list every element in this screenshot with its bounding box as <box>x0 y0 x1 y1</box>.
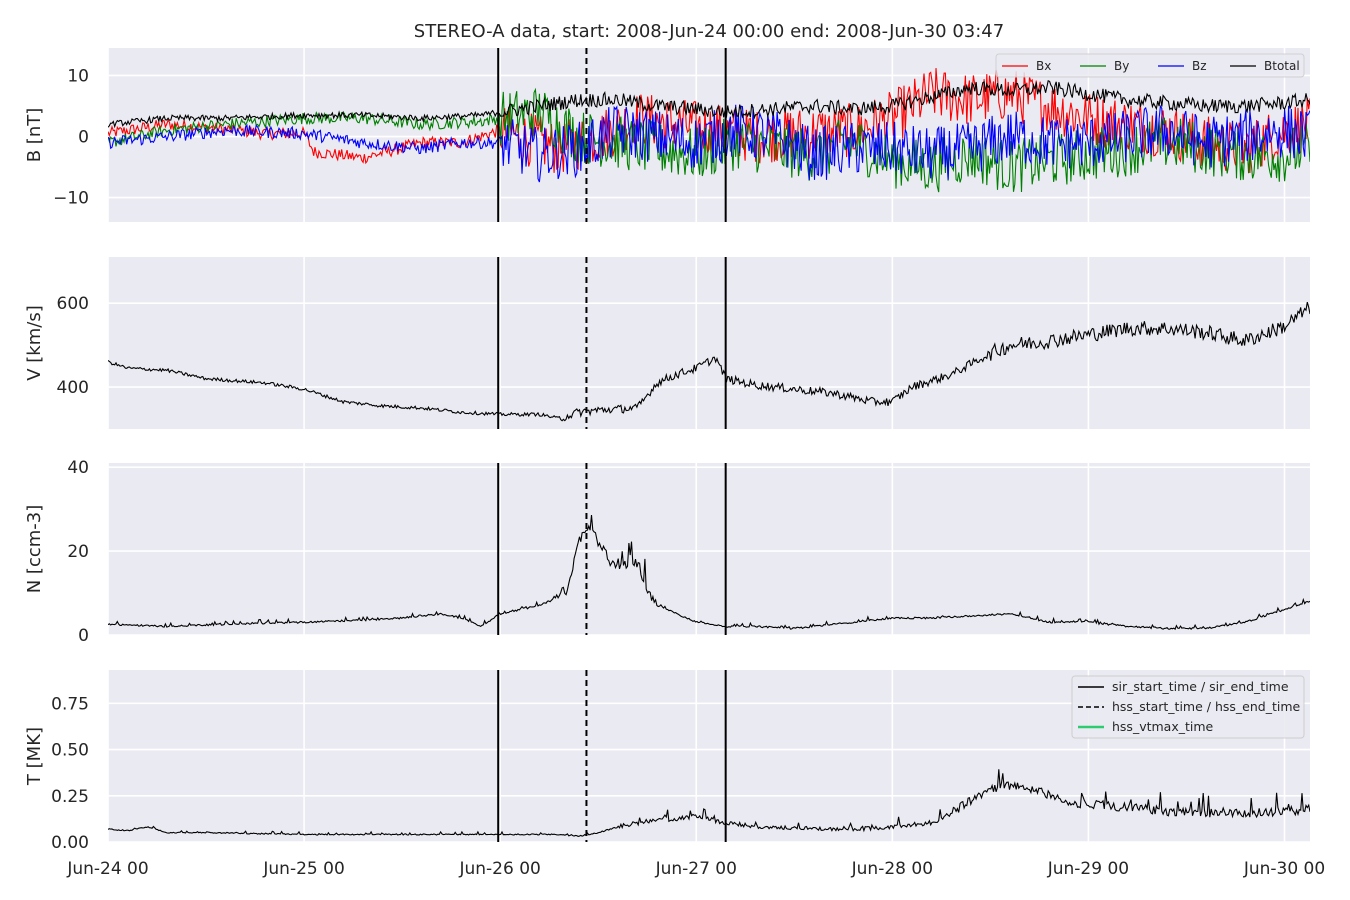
t-legend-box <box>1071 675 1305 739</box>
y-tick-label: 0.25 <box>51 787 89 807</box>
panel-N-background <box>108 463 1310 635</box>
panel-T-ylabel: T [MK] <box>24 727 45 786</box>
y-tick-label: 400 <box>57 378 89 398</box>
y-tick-label: 10 <box>67 66 89 86</box>
panel-V-series <box>108 301 1310 422</box>
legend-label-bz: Bz <box>1192 59 1207 73</box>
panel-N: 40 20 0 N [ccm-3] <box>24 458 1310 646</box>
series-line-t <box>108 769 1310 837</box>
x-tick-label: Jun-24 00 <box>66 859 148 879</box>
legend-label-0: sir_start_time / sir_end_time <box>1112 679 1289 694</box>
panel-V: 600 400 V [km/s] <box>24 257 1310 429</box>
x-tick-label: Jun-29 00 <box>1047 859 1129 879</box>
series-line-btotal <box>108 80 1310 129</box>
x-tick-label: Jun-25 00 <box>262 859 344 879</box>
series-line-n <box>108 515 1310 631</box>
series-line-bz <box>108 104 1310 183</box>
legend-label-btotal: Btotal <box>1264 59 1300 73</box>
x-axis-ticks: Jun-24 00 Jun-25 00 Jun-26 00 Jun-27 00 Jun-… <box>66 859 1325 879</box>
y-tick-label: 0.50 <box>51 741 89 761</box>
x-tick-label: Jun-27 00 <box>655 859 737 879</box>
panel-N-series <box>108 515 1310 631</box>
panel-V-ylabel: V [km/s] <box>24 305 45 380</box>
panel-N-ylabel: N [ccm-3] <box>24 505 45 594</box>
panel-T: 0.75 0.50 0.25 0.00 T [MK] sir_start_time / s… <box>24 670 1310 853</box>
y-tick-label: 20 <box>67 542 89 562</box>
y-tick-label: 40 <box>67 458 89 478</box>
legend-label-by: By <box>1114 59 1129 73</box>
legend-label-bx: Bx <box>1036 59 1051 73</box>
b-legend-box <box>995 53 1305 78</box>
y-tick-label: 600 <box>57 294 89 314</box>
series-line-by <box>108 87 1310 193</box>
y-tick-label: 0.75 <box>51 694 89 714</box>
panel-B: 10 0 −10 B [nT] Bx By Bz Btotal <box>24 48 1310 222</box>
panel-T-series <box>108 769 1310 837</box>
y-tick-label: 0.00 <box>51 833 89 853</box>
b-legend: Bx By Bz Btotal <box>995 53 1305 78</box>
x-tick-label: Jun-28 00 <box>851 859 933 879</box>
y-tick-label: 0 <box>78 128 89 148</box>
t-legend: sir_start_time / sir_end_time hss_start_t… <box>1071 675 1305 739</box>
series-line-v <box>108 301 1310 422</box>
legend-label-2: hss_vtmax_time <box>1112 719 1214 734</box>
panel-B-series <box>108 68 1310 193</box>
legend-label-1: hss_start_time / hss_end_time <box>1112 699 1301 714</box>
x-tick-label: Jun-26 00 <box>458 859 540 879</box>
y-tick-label: 0 <box>78 626 89 646</box>
x-tick-label: Jun-30 00 <box>1243 859 1325 879</box>
panel-V-background <box>108 257 1310 429</box>
y-tick-label: −10 <box>53 189 89 209</box>
chart-title: STEREO-A data, start: 2008-Jun-24 00:00 … <box>414 21 1004 42</box>
panel-B-ylabel: B [nT] <box>24 108 45 163</box>
